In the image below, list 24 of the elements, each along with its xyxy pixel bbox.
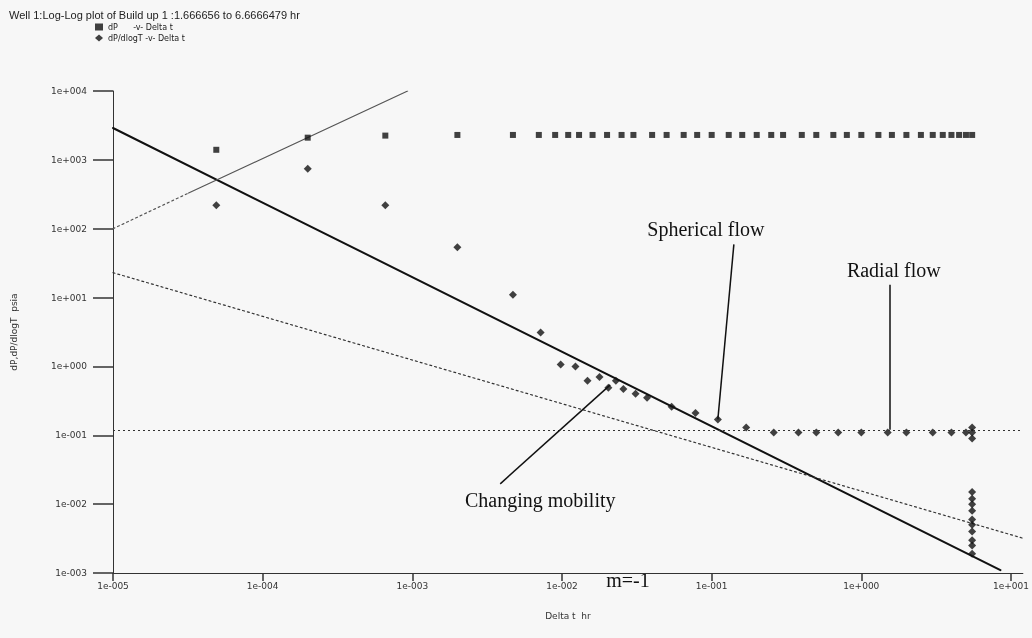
x-tick-label: 1e-005 [97, 580, 129, 591]
annotation: Radial flow [846, 258, 942, 281]
annotation: Spherical flow [647, 218, 766, 242]
chart-title: Well 1:Log-Log plot of Build up 1 :1.666656 to 6.6666479 hr [9, 8, 301, 21]
legend-label: dP/dlogT -v- Delta t [108, 33, 185, 43]
x-tick-label: 1e+000 [843, 580, 880, 591]
y-tick-label: 1e+002 [51, 223, 87, 234]
y-tick-label: 1e-003 [55, 568, 87, 578]
y-tick-label: 1e-001 [55, 430, 87, 441]
x-tick-label: 1e-001 [695, 580, 728, 591]
x-tick-label: 1e-004 [246, 580, 279, 591]
x-axis-title: Delta t hr [545, 610, 591, 621]
y-tick-label: 1e-002 [55, 499, 87, 510]
y-tick-label: 1e+003 [51, 154, 87, 165]
y-tick-label: 1e+001 [51, 292, 87, 303]
annotation: m=-1 [606, 569, 650, 591]
y-tick-label: 1e+000 [51, 361, 88, 372]
x-tick-label: 1e-003 [396, 580, 429, 591]
x-tick-label: 1e-002 [546, 580, 578, 591]
y-tick-label: 1e+004 [51, 86, 88, 96]
annotation: Changing mobility [464, 488, 616, 512]
x-tick-label: 1e+001 [993, 580, 1029, 591]
legend-label: dP -v- Delta t [108, 22, 173, 32]
y-axis-title: dP,dP/dlogT psia [8, 293, 19, 371]
